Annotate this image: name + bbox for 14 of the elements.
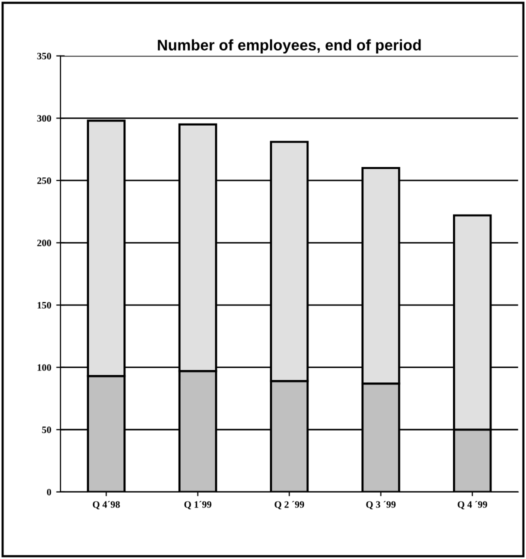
chart-title: Number of employees, end of period (158, 39, 421, 54)
y-tick-label: 200 (37, 240, 52, 246)
y-tick-label: 250 (37, 177, 52, 184)
y-tick-label: 350 (37, 52, 52, 60)
x-tick-label: Q 3 ´99 (366, 500, 396, 510)
y-tick-label: 0 (46, 488, 52, 496)
y-tick-label: 300 (37, 115, 52, 122)
y-tick-label: 100 (38, 364, 52, 371)
x-tick-label: Q 1´99 (184, 500, 212, 510)
x-tick-label: Q 2 ´99 (274, 500, 304, 510)
y-tick-label: 150 (38, 302, 52, 309)
x-tick-label: Q 4´98 (92, 500, 120, 510)
x-tick-label: Q 4 ´99 (458, 500, 488, 510)
y-tick-label: 50 (42, 426, 52, 434)
